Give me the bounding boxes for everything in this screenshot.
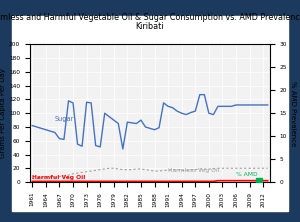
Text: Harmless and Harmful Vegetable Oil & Sugar Consumption vs. AMD Prevalence in: Harmless and Harmful Vegetable Oil & Sug…	[0, 13, 300, 22]
Text: % AMD: % AMD	[236, 172, 258, 177]
Text: Sugar: Sugar	[55, 117, 74, 123]
Y-axis label: % AMD Prevalence: % AMD Prevalence	[290, 81, 296, 146]
Text: Harmless Veg Oil: Harmless Veg Oil	[168, 168, 220, 173]
Text: Harmful Veg Oil: Harmful Veg Oil	[32, 174, 86, 180]
Y-axis label: Grams Per Capita Per Day: Grams Per Capita Per Day	[0, 68, 6, 158]
Text: Kiribati: Kiribati	[136, 22, 164, 31]
